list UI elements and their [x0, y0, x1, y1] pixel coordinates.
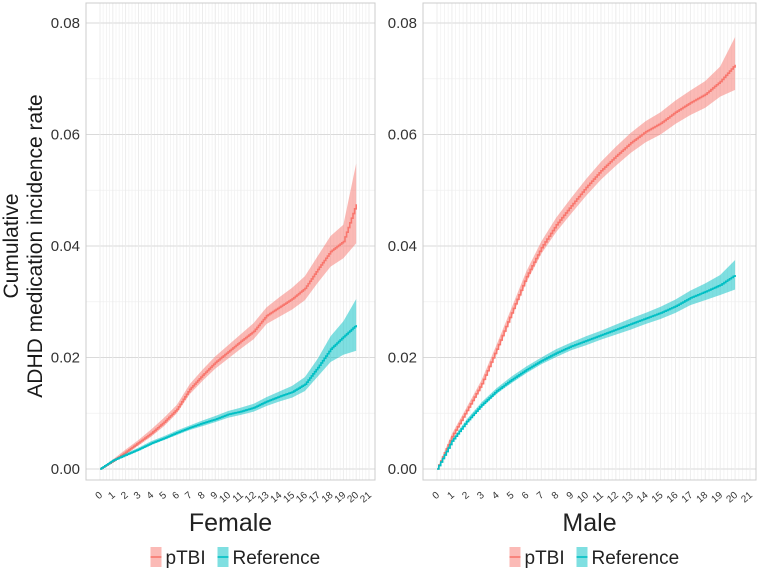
x-tick-label: 6 — [170, 490, 182, 502]
x-tick-label: 4 — [490, 490, 502, 502]
x-tick-label: 5 — [505, 490, 517, 502]
x-tick-label: 1 — [106, 490, 118, 502]
x-tick-label: 5 — [158, 490, 170, 502]
panel-female: 0.000.020.040.060.080 1 2 3 4 5 6 7 8 91011121314… — [51, 2, 376, 537]
y-tick-label: 0.08 — [388, 15, 417, 32]
line-reference — [437, 274, 736, 470]
x-tick-label: 15 — [650, 490, 666, 506]
x-tick-label: 12 — [605, 490, 621, 506]
legend-label-ptbi: pTBI — [166, 548, 206, 569]
x-tick-label: 3 — [132, 490, 144, 502]
x-tick-label: 6 — [520, 490, 532, 502]
y-tick-label: 0.04 — [388, 238, 417, 255]
y-tick-label: 0.02 — [51, 350, 80, 367]
x-tick-label: 21 — [739, 490, 755, 506]
x-tick-label: 17 — [680, 490, 696, 506]
y-axis-title-line1: Cumulative — [0, 193, 23, 298]
x-tick-label: 10 — [575, 490, 591, 506]
x-tick-label: 14 — [635, 490, 651, 506]
x-tick-label: 20 — [724, 490, 740, 506]
x-tick-label: 2 — [119, 490, 131, 502]
line-ptbi — [100, 204, 357, 470]
x-tick-label: 0 — [94, 490, 106, 502]
x-tick-label: 7 — [535, 490, 547, 502]
x-tick-label: 11 — [591, 490, 606, 505]
x-tick-label: 13 — [620, 490, 636, 506]
panel-border — [422, 2, 757, 481]
x-tick-label: 9 — [209, 490, 221, 502]
x-tick-label: 8 — [550, 490, 562, 502]
y-tick-label: 0.04 — [51, 238, 80, 255]
y-tick-label: 0.02 — [388, 350, 417, 367]
y-tick-label: 0.00 — [388, 461, 417, 478]
legend-male: pTBI Reference — [509, 547, 680, 569]
x-tick-label: 8 — [196, 490, 208, 502]
x-tick-label: 16 — [665, 490, 681, 506]
line-ptbi — [437, 64, 736, 470]
y-tick-label: 0.00 — [51, 461, 80, 478]
x-tick-label: 7 — [183, 490, 195, 502]
x-tick-label: 0 — [431, 490, 443, 502]
legend-female: pTBI Reference — [150, 547, 321, 569]
x-tick-label: 2 — [460, 490, 472, 502]
x-tick-label: 19 — [710, 490, 726, 506]
legend-label-reference: Reference — [592, 548, 680, 569]
y-tick-label: 0.08 — [51, 15, 80, 32]
y-tick-label: 0.06 — [51, 127, 80, 144]
panel-male: 0.000.020.040.060.080 1 2 3 4 5 6 7 8 9 10 11 12 13 14… — [388, 2, 757, 537]
panel-border — [85, 2, 376, 481]
y-tick-label: 0.06 — [388, 127, 417, 144]
x-tick-label: 18 — [695, 490, 711, 506]
x-tick-label: 1 — [446, 490, 458, 502]
x-tick-label: 4 — [145, 490, 157, 502]
line-reference — [100, 325, 357, 470]
x-tick-label: 21 — [358, 490, 374, 506]
panel-title: Male — [562, 509, 616, 537]
x-tick-label: 9 — [565, 490, 577, 502]
y-axis-title-line2: ADHD medication incidence rate — [24, 94, 47, 397]
x-tick-label: 3 — [475, 490, 487, 502]
legend-label-reference: Reference — [233, 548, 321, 569]
legend-label-ptbi: pTBI — [525, 548, 565, 569]
panel-title: Female — [189, 509, 272, 537]
